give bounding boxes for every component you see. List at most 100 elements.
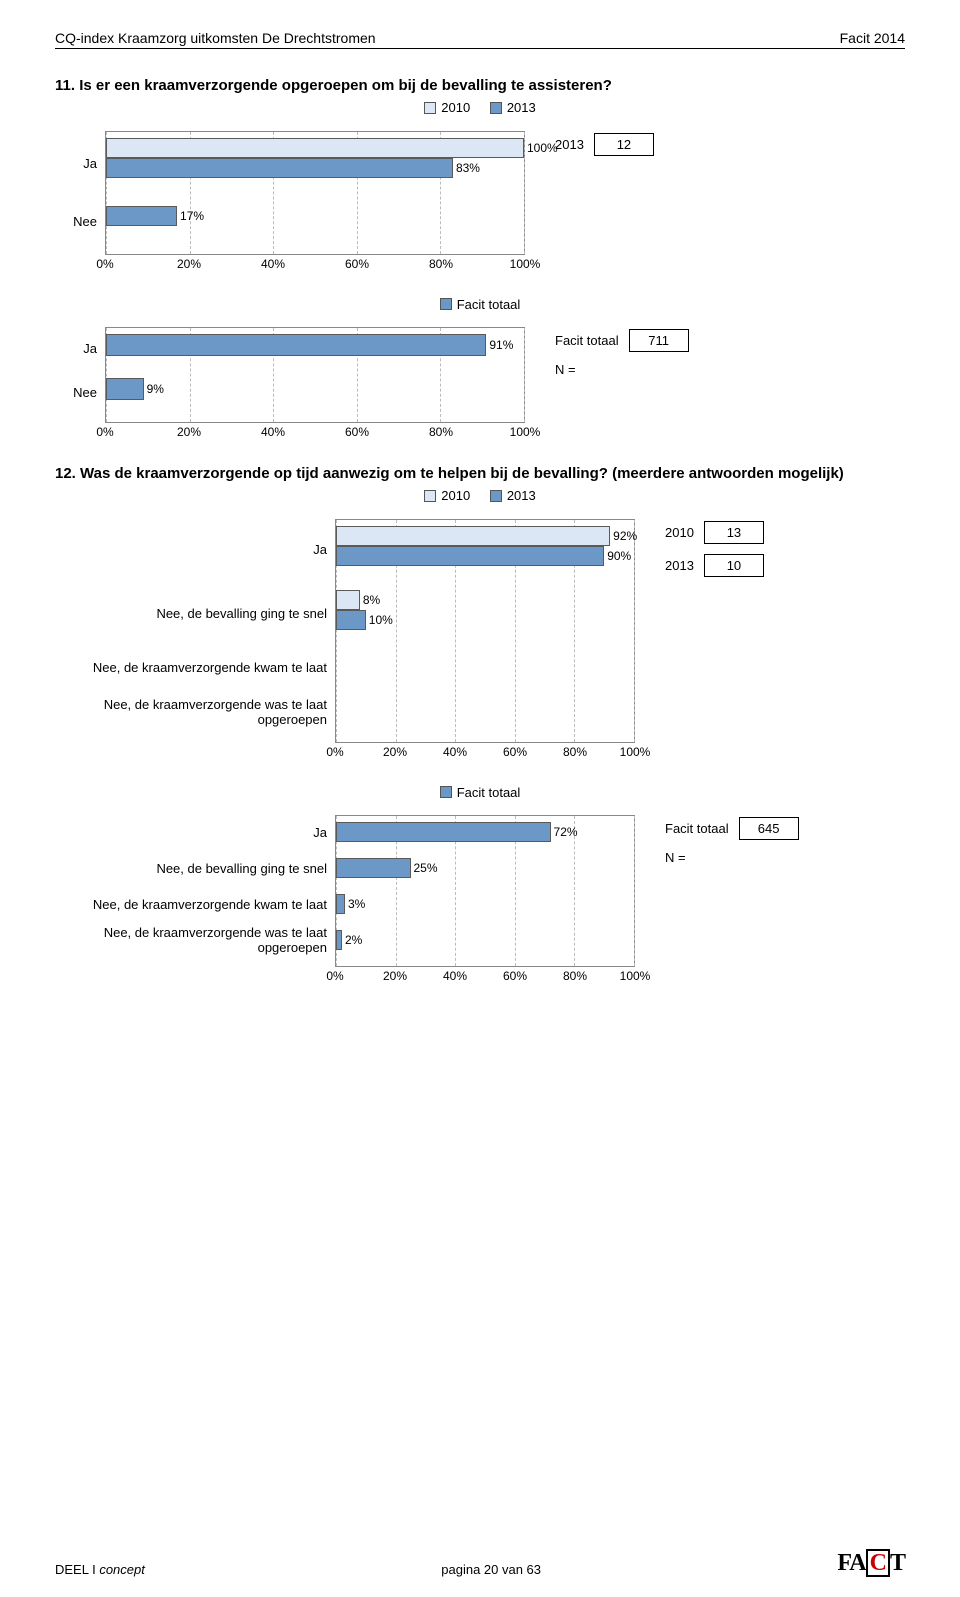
facit-logo: FACT — [837, 1549, 905, 1577]
logo-pre: FA — [837, 1550, 865, 1576]
bar-value-label: 2% — [345, 933, 362, 947]
side-info-box: 13 — [704, 521, 764, 544]
legend-facit: Facit totaal — [457, 297, 521, 312]
q11-chart1: JaNee100%83%17%0%20%40%60%80%100% — [55, 131, 525, 273]
side-info-box: 645 — [739, 817, 799, 840]
question-12: 12. Was de kraamverzorgende op tijd aanw… — [55, 465, 905, 985]
x-tick-label: 40% — [261, 257, 285, 271]
category-label: Nee, de kraamverzorgende was te laat opg… — [55, 691, 335, 735]
x-tick-label: 80% — [429, 257, 453, 271]
header-right: Facit 2014 — [840, 30, 905, 46]
x-tick-label: 40% — [443, 969, 467, 983]
footer-left-italic: concept — [99, 1562, 145, 1577]
category-label: Nee, de kraamverzorgende kwam te laat — [55, 647, 335, 691]
bar: 9% — [106, 378, 144, 400]
x-tick-label: 0% — [326, 745, 343, 759]
x-tick-label: 100% — [510, 257, 541, 271]
bar: 91% — [106, 334, 486, 356]
bar: 25% — [336, 858, 411, 878]
q11-chart2: JaNee91%9%0%20%40%60%80%100% — [55, 327, 525, 441]
category-label: Nee, de bevalling ging te snel — [55, 851, 335, 887]
bar-value-label: 3% — [348, 897, 365, 911]
bar: 17% — [106, 206, 177, 226]
x-tick-label: 100% — [620, 969, 651, 983]
x-tick-label: 60% — [345, 257, 369, 271]
bar-value-label: 91% — [489, 338, 513, 352]
x-tick-label: 100% — [620, 745, 651, 759]
x-tick-label: 20% — [383, 969, 407, 983]
bar-value-label: 9% — [147, 382, 164, 396]
q12-chart2-side: Facit totaal 645 N = — [665, 815, 799, 865]
bar-value-label: 25% — [414, 861, 438, 875]
q12-chart1-side: 2010 13 2013 10 — [665, 519, 764, 577]
side-info-box: 711 — [629, 329, 689, 352]
q12-facit-legend: Facit totaal — [55, 785, 905, 802]
category-label: Nee, de kraamverzorgende was te laat opg… — [55, 923, 335, 959]
bar-value-label: 90% — [607, 549, 631, 563]
page-footer: DEEL I concept pagina 20 van 63 FACT — [55, 1549, 905, 1577]
q11-chart1-side: 2013 12 — [555, 131, 654, 156]
side-info-row: Facit totaal 645 — [665, 817, 799, 840]
bar: 72% — [336, 822, 551, 842]
q11-chart2-side: Facit totaal711N = — [555, 327, 689, 377]
legend-facit: Facit totaal — [457, 785, 521, 800]
side-info-box: 10 — [704, 554, 764, 577]
category-label: Nee — [55, 371, 105, 415]
bar: 92% — [336, 526, 610, 546]
side-info-box: 12 — [594, 133, 654, 156]
side-info-row: 2013 10 — [665, 554, 764, 577]
bar-value-label: 17% — [180, 209, 204, 223]
x-tick-label: 20% — [383, 745, 407, 759]
q11-facit-legend: Facit totaal — [55, 297, 905, 314]
legend-2010: 2010 — [441, 488, 470, 503]
x-tick-label: 80% — [563, 969, 587, 983]
x-tick-label: 40% — [443, 745, 467, 759]
side-info-row: N = — [665, 850, 799, 865]
x-tick-label: 60% — [503, 969, 527, 983]
x-tick-label: 40% — [261, 425, 285, 439]
question-11: 11. Is er een kraamverzorgende opgeroepe… — [55, 77, 905, 441]
side-info-label: N = — [665, 850, 686, 865]
logo-post: T — [890, 1550, 905, 1576]
category-label: Nee, de bevalling ging te snel — [55, 583, 335, 647]
bar: 90% — [336, 546, 604, 566]
legend-2013: 2013 — [507, 100, 536, 115]
q11-legend: 2010 2013 — [55, 100, 905, 117]
bar-value-label: 83% — [456, 161, 480, 175]
x-tick-label: 20% — [177, 425, 201, 439]
category-label: Ja — [55, 131, 105, 199]
x-tick-label: 0% — [96, 425, 113, 439]
category-label: Nee — [55, 199, 105, 247]
side-info-label: 2010 — [665, 525, 694, 540]
footer-left: DEEL I concept — [55, 1562, 145, 1577]
header-left: CQ-index Kraamzorg uitkomsten De Drechts… — [55, 30, 376, 46]
x-tick-label: 60% — [345, 425, 369, 439]
x-tick-label: 100% — [510, 425, 541, 439]
q12-title: 12. Was de kraamverzorgende op tijd aanw… — [55, 465, 905, 482]
side-info-row: 2010 13 — [665, 521, 764, 544]
bar-value-label: 8% — [363, 593, 380, 607]
q12-chart2: JaNee, de bevalling ging te snelNee, de … — [55, 815, 635, 985]
x-tick-label: 80% — [563, 745, 587, 759]
q12-chart1: JaNee, de bevalling ging te snelNee, de … — [55, 519, 635, 761]
logo-hi: C — [866, 1549, 890, 1577]
x-tick-label: 20% — [177, 257, 201, 271]
side-info-label: 2013 — [555, 137, 584, 152]
x-tick-label: 80% — [429, 425, 453, 439]
bar-value-label: 100% — [527, 141, 558, 155]
side-info-row: N = — [555, 362, 689, 377]
bar: 10% — [336, 610, 366, 630]
side-info-label: Facit totaal — [665, 821, 729, 836]
x-tick-label: 60% — [503, 745, 527, 759]
bar-value-label: 72% — [554, 825, 578, 839]
x-tick-label: 0% — [96, 257, 113, 271]
bar: 3% — [336, 894, 345, 914]
category-label: Ja — [55, 327, 105, 371]
bar: 2% — [336, 930, 342, 950]
x-tick-label: 0% — [326, 969, 343, 983]
footer-center: pagina 20 van 63 — [441, 1562, 541, 1577]
side-info-label: N = — [555, 362, 576, 377]
side-info-label: 2013 — [665, 558, 694, 573]
bar: 100% — [106, 138, 524, 158]
bar: 8% — [336, 590, 360, 610]
